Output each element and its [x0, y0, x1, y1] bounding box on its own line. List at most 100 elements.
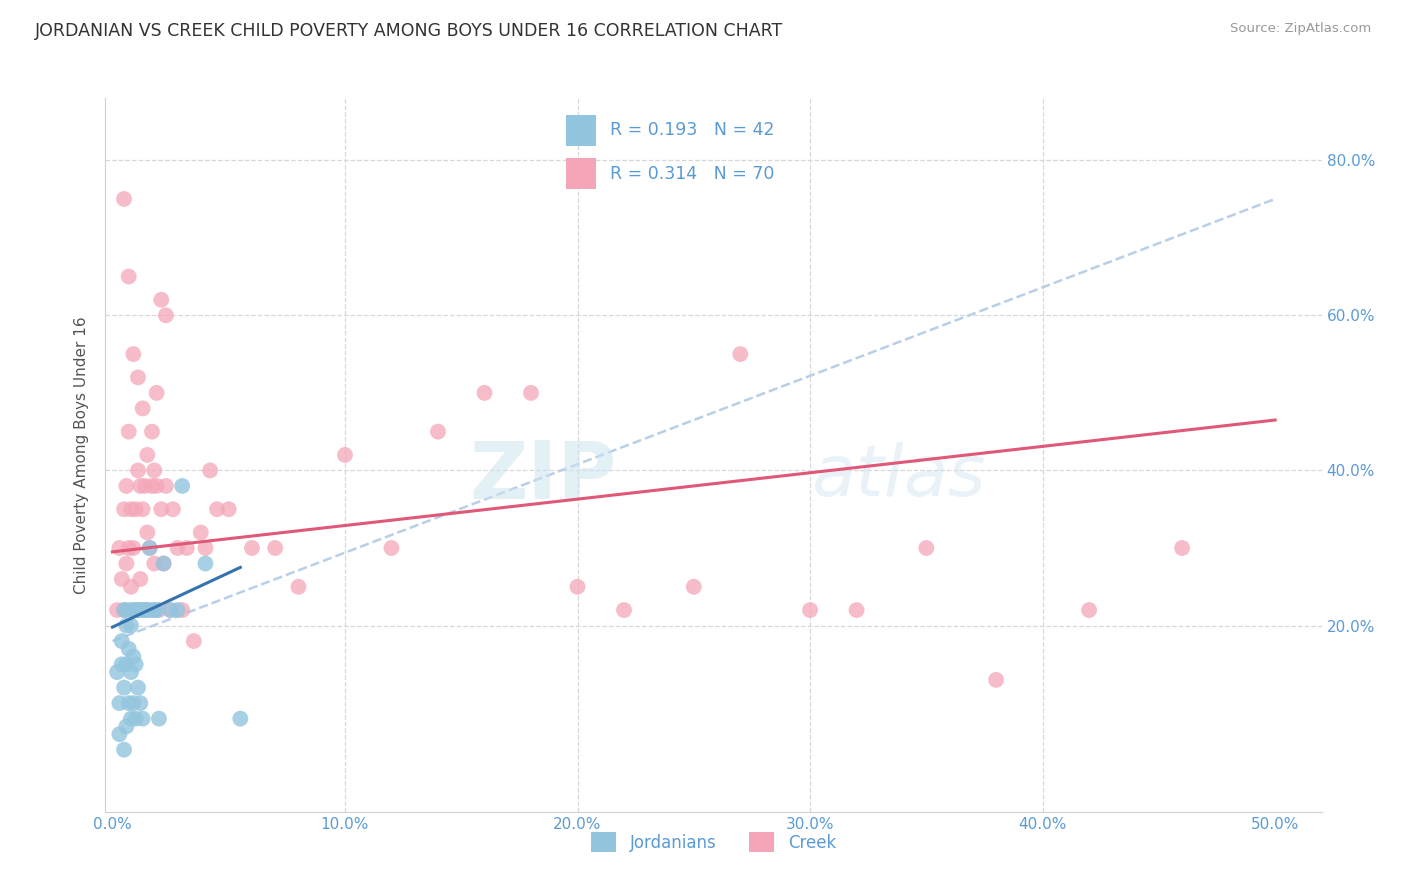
- Point: [141, 479, 163, 493]
- Point: [120, 580, 142, 594]
- Point: [111, 657, 134, 672]
- Point: [150, 293, 173, 307]
- Point: [172, 603, 194, 617]
- Point: [218, 502, 240, 516]
- Point: [159, 603, 181, 617]
- Point: [150, 502, 173, 516]
- Point: [176, 541, 198, 555]
- Point: [127, 370, 149, 384]
- Point: [118, 603, 141, 617]
- Point: [127, 463, 149, 477]
- Point: [287, 580, 309, 594]
- Point: [122, 649, 145, 664]
- Point: [120, 502, 142, 516]
- Point: [131, 712, 153, 726]
- Point: [108, 541, 131, 555]
- Point: [108, 696, 131, 710]
- Point: [129, 572, 152, 586]
- Point: [134, 479, 156, 493]
- Point: [129, 479, 152, 493]
- Point: [125, 712, 148, 726]
- Point: [682, 580, 704, 594]
- Y-axis label: Child Poverty Among Boys Under 16: Child Poverty Among Boys Under 16: [75, 316, 90, 594]
- Text: ZIP: ZIP: [470, 437, 616, 516]
- Point: [155, 308, 177, 322]
- Text: R = 0.193   N = 42: R = 0.193 N = 42: [610, 121, 775, 139]
- Point: [333, 448, 356, 462]
- Point: [127, 681, 149, 695]
- Point: [183, 634, 205, 648]
- Point: [198, 463, 221, 477]
- Point: [118, 269, 141, 284]
- Point: [145, 603, 167, 617]
- Point: [143, 557, 166, 571]
- Point: [162, 502, 184, 516]
- Point: [166, 603, 188, 617]
- Point: [152, 557, 174, 571]
- Point: [115, 479, 138, 493]
- Point: [1078, 603, 1101, 617]
- Point: [152, 557, 174, 571]
- Point: [125, 502, 148, 516]
- Bar: [567, 158, 596, 189]
- Point: [105, 603, 128, 617]
- Point: [118, 696, 141, 710]
- Point: [122, 603, 145, 617]
- Point: [148, 712, 170, 726]
- Point: [111, 634, 134, 648]
- Point: [730, 347, 752, 361]
- Point: [115, 557, 138, 571]
- Point: [229, 712, 252, 726]
- Point: [112, 502, 135, 516]
- Point: [799, 603, 821, 617]
- Point: [613, 603, 636, 617]
- Text: JORDANIAN VS CREEK CHILD POVERTY AMONG BOYS UNDER 16 CORRELATION CHART: JORDANIAN VS CREEK CHILD POVERTY AMONG B…: [35, 22, 783, 40]
- Point: [427, 425, 450, 439]
- Point: [131, 603, 153, 617]
- Point: [131, 502, 153, 516]
- Point: [984, 673, 1007, 687]
- Point: [125, 603, 148, 617]
- Point: [112, 742, 135, 756]
- Point: [380, 541, 402, 555]
- Point: [129, 603, 152, 617]
- Point: [915, 541, 938, 555]
- Point: [148, 603, 170, 617]
- Point: [125, 603, 148, 617]
- Point: [145, 385, 167, 400]
- Point: [194, 557, 217, 571]
- Point: [120, 665, 142, 679]
- Point: [240, 541, 263, 555]
- Point: [205, 502, 228, 516]
- Point: [136, 525, 159, 540]
- Point: [474, 385, 496, 400]
- Point: [122, 347, 145, 361]
- Point: [115, 719, 138, 733]
- Point: [112, 681, 135, 695]
- Point: [145, 479, 167, 493]
- Point: [105, 665, 128, 679]
- Point: [115, 657, 138, 672]
- Bar: [567, 115, 596, 145]
- Point: [159, 603, 181, 617]
- Point: [118, 425, 141, 439]
- Point: [112, 603, 135, 617]
- Point: [120, 712, 142, 726]
- Point: [141, 603, 163, 617]
- Point: [264, 541, 287, 555]
- Point: [136, 603, 159, 617]
- Point: [118, 541, 141, 555]
- Point: [166, 541, 188, 555]
- Point: [108, 727, 131, 741]
- Point: [567, 580, 589, 594]
- Point: [111, 572, 134, 586]
- Point: [122, 696, 145, 710]
- Text: Source: ZipAtlas.com: Source: ZipAtlas.com: [1230, 22, 1371, 36]
- Point: [136, 603, 159, 617]
- Point: [155, 479, 177, 493]
- Point: [138, 541, 160, 555]
- Point: [143, 603, 166, 617]
- Point: [118, 641, 141, 656]
- Point: [127, 603, 149, 617]
- Point: [112, 192, 135, 206]
